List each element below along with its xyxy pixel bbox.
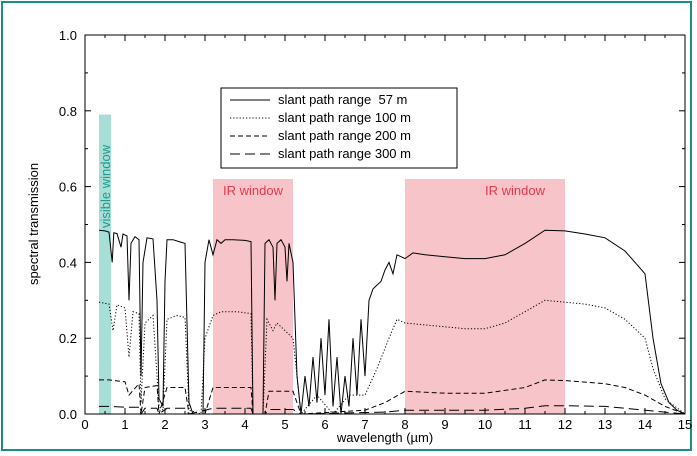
series-line-2 [99,379,686,415]
x-tick-label-3: 3 [201,417,208,432]
x-tick-label-2: 2 [161,417,168,432]
band-2 [405,179,565,414]
x-tick-label-9: 9 [441,417,448,432]
x-tick-label-8: 8 [401,417,408,432]
band-label-2: IR window [485,183,546,198]
x-tick-label-0: 0 [81,417,88,432]
x-tick-label-11: 11 [518,417,532,432]
series-layer [98,229,686,416]
x-tick-label-10: 10 [478,417,492,432]
band-0 [99,114,111,414]
legend-label-2: slant path range 200 m [278,128,411,143]
x-tick-label-15: 15 [678,417,692,432]
x-axis-label: wavelength (µm) [336,430,433,445]
x-tick-label-13: 13 [598,417,612,432]
legend-label-0: slant path range 57 m [278,92,407,107]
x-tick-label-7: 7 [361,417,368,432]
series-line-0 [98,229,686,415]
y-tick-label-3: 0.6 [59,180,77,195]
band-label-1: IR window [223,183,284,198]
figure-frame [1,1,692,451]
y-axis-label: spectral transmission [26,163,41,285]
x-tick-label-6: 6 [321,417,328,432]
legend: slant path range 57 m slant path range 10… [220,87,458,169]
x-tick-label-12: 12 [558,417,572,432]
series-line-3 [99,405,686,416]
bands-layer: visible window IR window IR window [98,114,565,414]
y-tick-label-2: 0.4 [59,255,77,270]
x-tick-label-4: 4 [241,417,248,432]
x-tick-label-5: 5 [281,417,288,432]
y-tick-label-0: 0.0 [59,407,77,422]
legend-box [220,87,458,169]
legend-label-3: slant path range 300 m [278,146,411,161]
series-line-1 [98,299,686,416]
y-tick-label-5: 1.0 [59,28,77,43]
band-label-0: visible window [98,144,113,228]
y-tick-label-1: 0.2 [59,331,77,346]
x-tick-label-14: 14 [638,417,652,432]
y-tick-label-4: 0.8 [59,104,77,119]
legend-label-1: slant path range 100 m [278,110,411,125]
ticks-layer: 0 1 2 3 4 5 6 7 8 9 10 11 12 13 14 150.00.20.40.60.81.0 [59,28,692,432]
x-tick-label-1: 1 [121,417,128,432]
